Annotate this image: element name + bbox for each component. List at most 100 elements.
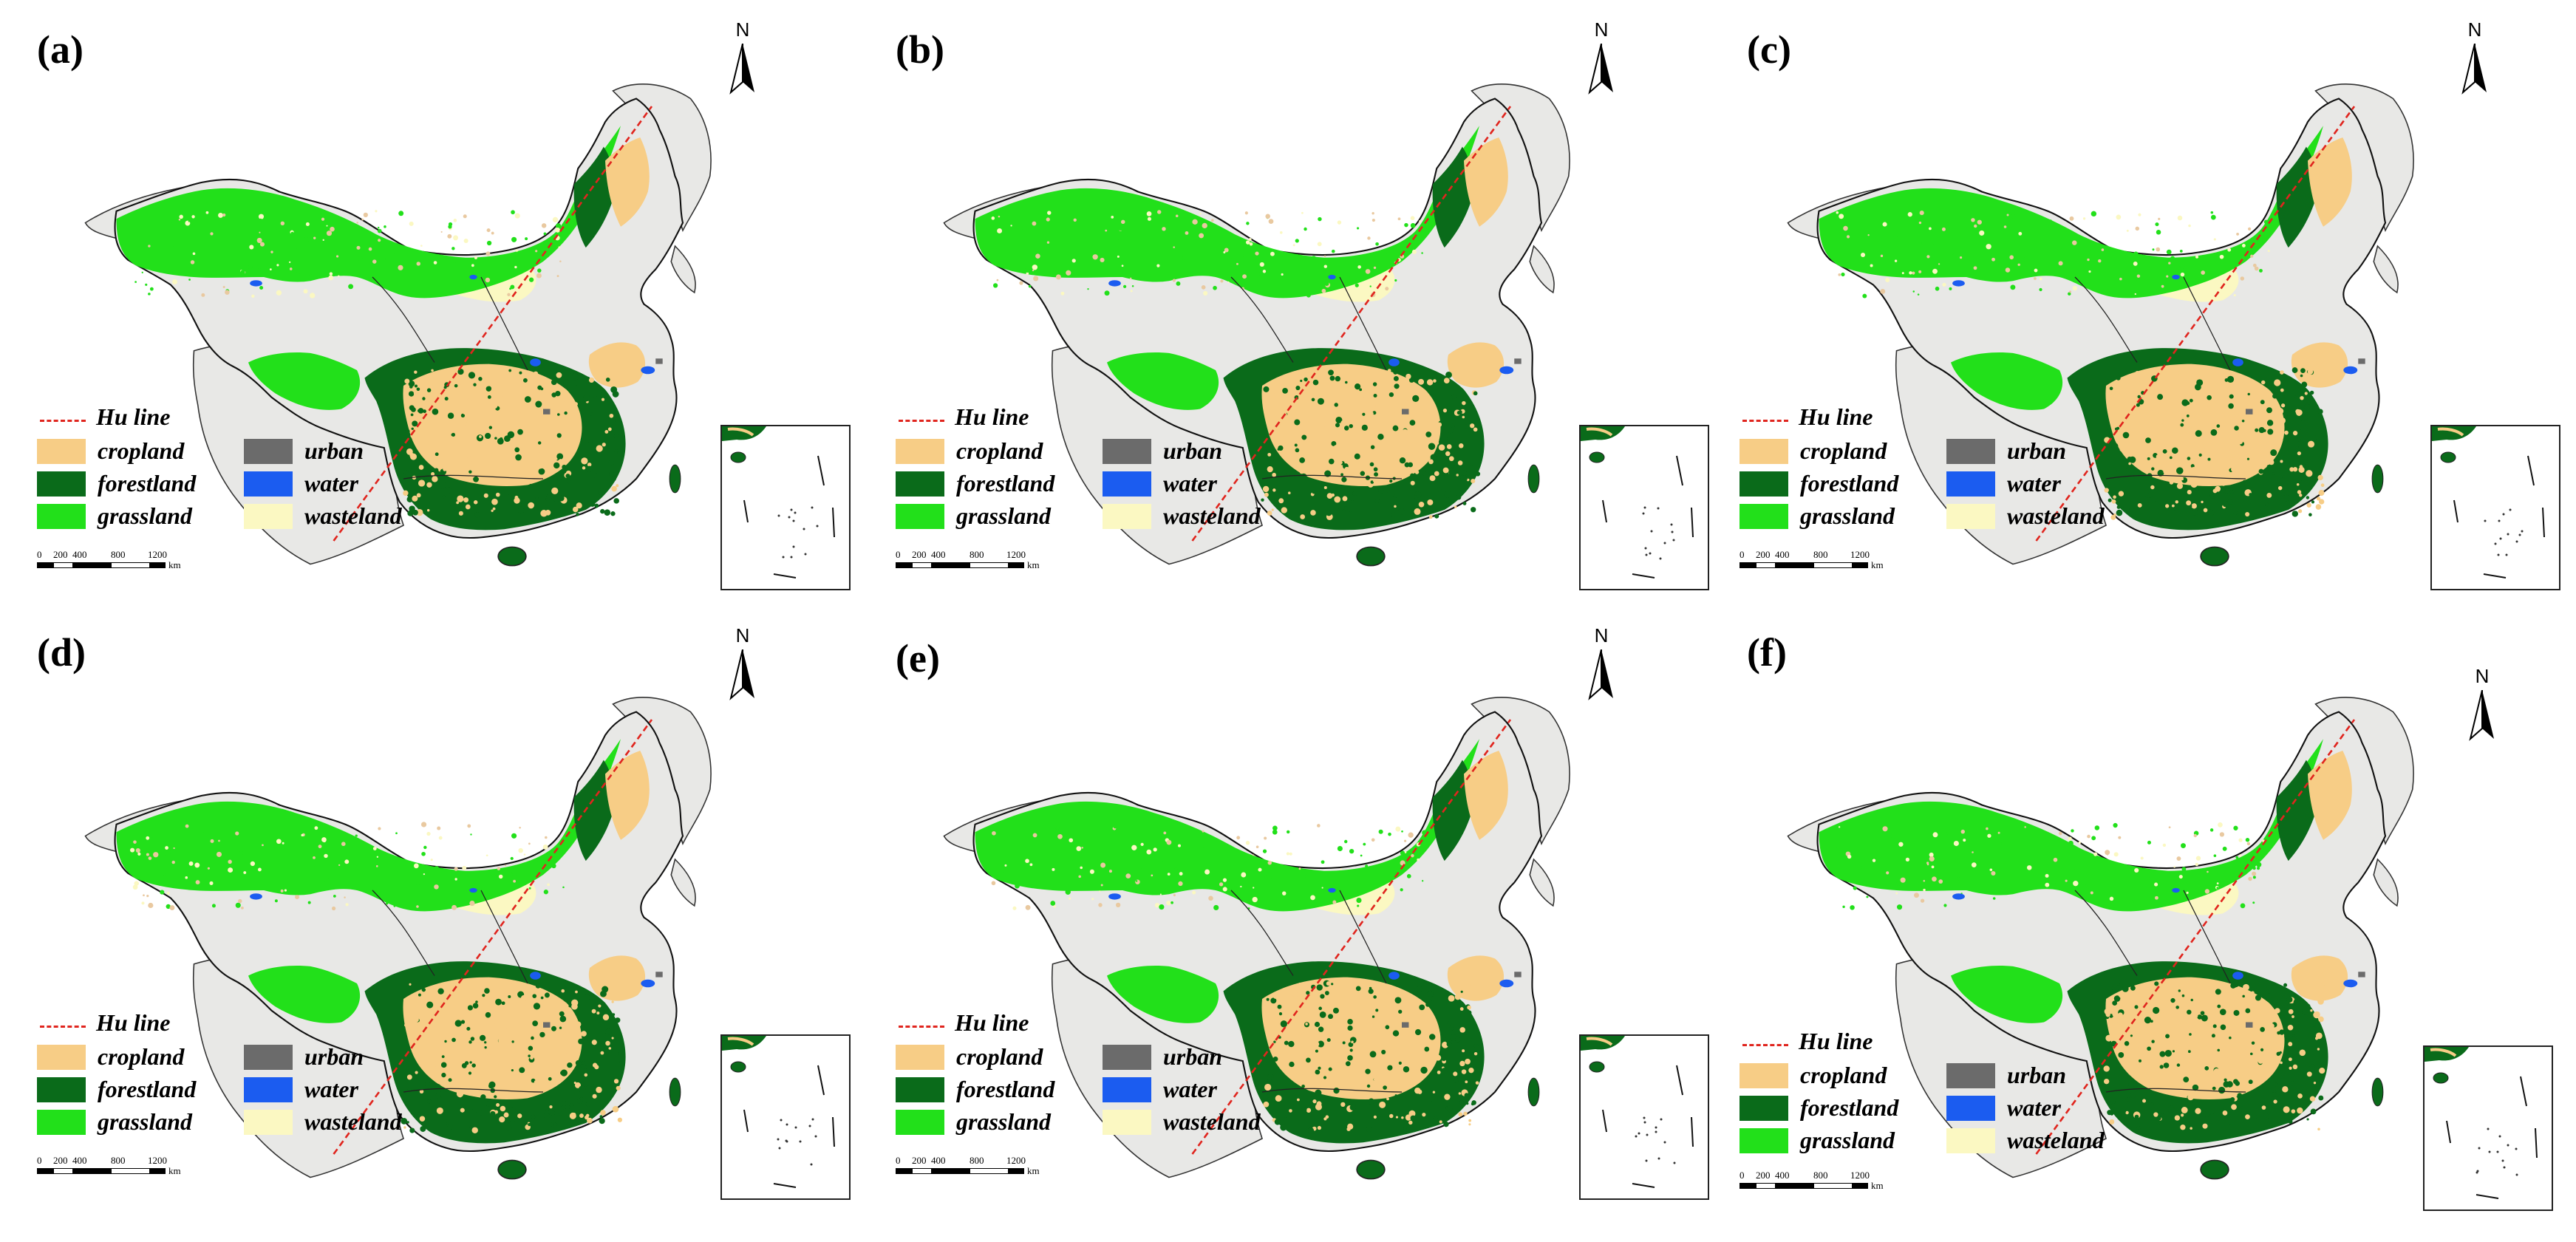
land-texture [130, 822, 623, 1133]
water-body [530, 358, 541, 366]
scale-tick: 800 [1813, 549, 1828, 560]
scale-tick: 200 [53, 1155, 68, 1166]
water-body [1499, 366, 1514, 375]
scale-unit: km [1027, 1165, 1040, 1176]
legend-swatch [37, 1077, 86, 1102]
scale-segment [111, 562, 151, 568]
water-body [530, 972, 541, 980]
north-letter: N [735, 18, 750, 41]
scale-unit: km [168, 1165, 181, 1176]
north-arrow-icon [729, 44, 754, 95]
province-borders [2074, 890, 2246, 1093]
legend-swatch [244, 1077, 293, 1102]
scale-tick: 0 [1740, 549, 1745, 560]
legend-swatch [1946, 1096, 1995, 1121]
scale-tick: 1200 [1006, 1155, 1026, 1166]
scale-segment [896, 562, 913, 568]
north-arrow-icon [729, 649, 754, 700]
legend-label: forestland [98, 470, 197, 497]
scale-segment [72, 562, 112, 568]
legend-swatch [1740, 1063, 1788, 1088]
grassland-area [975, 126, 1479, 410]
south-china-sea-inset [1579, 425, 1709, 590]
legend-swatch [1740, 504, 1788, 529]
urban-area [1402, 1022, 1409, 1028]
legend-swatch [1740, 1096, 1788, 1121]
legend-label: water [1163, 1076, 1217, 1102]
scale-segment [1008, 1168, 1024, 1174]
water-body [1388, 972, 1400, 980]
hu-line [333, 106, 653, 542]
water-body [1108, 893, 1121, 900]
hu-line-swatch [899, 420, 944, 422]
south-china-sea-inset [1579, 1034, 1709, 1200]
legend-swatch [1740, 439, 1788, 464]
scale-tick: 800 [970, 549, 984, 560]
scale-tick: 800 [970, 1155, 984, 1166]
legend-label: cropland [1800, 437, 1887, 464]
china-land-use-map [1787, 697, 2414, 1180]
grassland-area [1819, 126, 2323, 410]
scale-segment [1756, 1183, 1776, 1189]
scale-tick: 800 [111, 1155, 126, 1166]
legend-label: wasteland [304, 502, 402, 529]
panel-label: (a) [37, 27, 84, 72]
map-panel-d: (d) N Hu line cropland urban forestland water… [15, 621, 873, 1241]
legend-label: urban [2007, 1062, 2067, 1088]
legend-label: water [2007, 1094, 2061, 1121]
legend-label: grassland [956, 1108, 1052, 1135]
water-body [1108, 280, 1121, 287]
china-land-use-map [1787, 83, 2414, 567]
water-body [641, 979, 655, 988]
scale-tick: 200 [53, 549, 68, 560]
scale-unit: km [1871, 1180, 1884, 1191]
legend-swatch [896, 504, 944, 529]
water-body [2232, 358, 2243, 366]
legend-swatch [37, 1045, 86, 1070]
inset-map [2425, 1047, 2538, 1199]
water-body [1328, 274, 1336, 280]
cropland-area [403, 137, 650, 487]
cropland-area [1261, 137, 1508, 487]
scale-segment [149, 562, 166, 568]
scale-segment [912, 562, 933, 568]
scale-segment [1813, 1183, 1853, 1189]
legend-label: wasteland [2007, 502, 2105, 529]
legend-label: water [2007, 470, 2061, 497]
legend-label: forestland [1800, 470, 1899, 497]
scale-tick: 200 [1756, 549, 1771, 560]
china-land-use-map [84, 697, 712, 1180]
hu-line [1191, 106, 1512, 542]
legend-swatch [1740, 1128, 1788, 1153]
hu-line-label: Hu line [1799, 1028, 1873, 1054]
legend-label: grassland [98, 502, 193, 529]
scale-segment [1852, 562, 1868, 568]
urban-area [1402, 409, 1409, 414]
water-body [1952, 893, 1965, 900]
scale-bar: 0 200 400 800 1200 km [896, 549, 1073, 580]
north-letter: N [1594, 18, 1609, 41]
water-body [2232, 972, 2243, 980]
scale-unit: km [1027, 559, 1040, 570]
scale-bar: 0 200 400 800 1200 km [1740, 549, 1917, 580]
hu-line-swatch [1742, 1044, 1788, 1046]
legend-swatch [1946, 1063, 1995, 1088]
scale-segment [931, 562, 971, 568]
hainan-island [497, 546, 527, 567]
north-arrow-icon [1588, 649, 1613, 700]
grassland-area [116, 126, 621, 410]
legend-label: forestland [1800, 1094, 1899, 1121]
legend-label: cropland [98, 437, 185, 464]
cropland-area [2105, 137, 2352, 487]
china-land-use-map [84, 83, 712, 567]
scale-tick: 200 [1756, 1170, 1771, 1181]
province-borders [372, 890, 544, 1093]
scale-unit: km [1871, 559, 1884, 570]
north-arrow-icon [2469, 690, 2494, 741]
scale-segment [53, 1168, 74, 1174]
water-body [1328, 887, 1336, 893]
scale-tick: 1200 [1850, 1170, 1870, 1181]
taiwan-island [1527, 464, 1540, 494]
scale-tick: 0 [896, 1155, 901, 1166]
urban-area [542, 1022, 551, 1028]
